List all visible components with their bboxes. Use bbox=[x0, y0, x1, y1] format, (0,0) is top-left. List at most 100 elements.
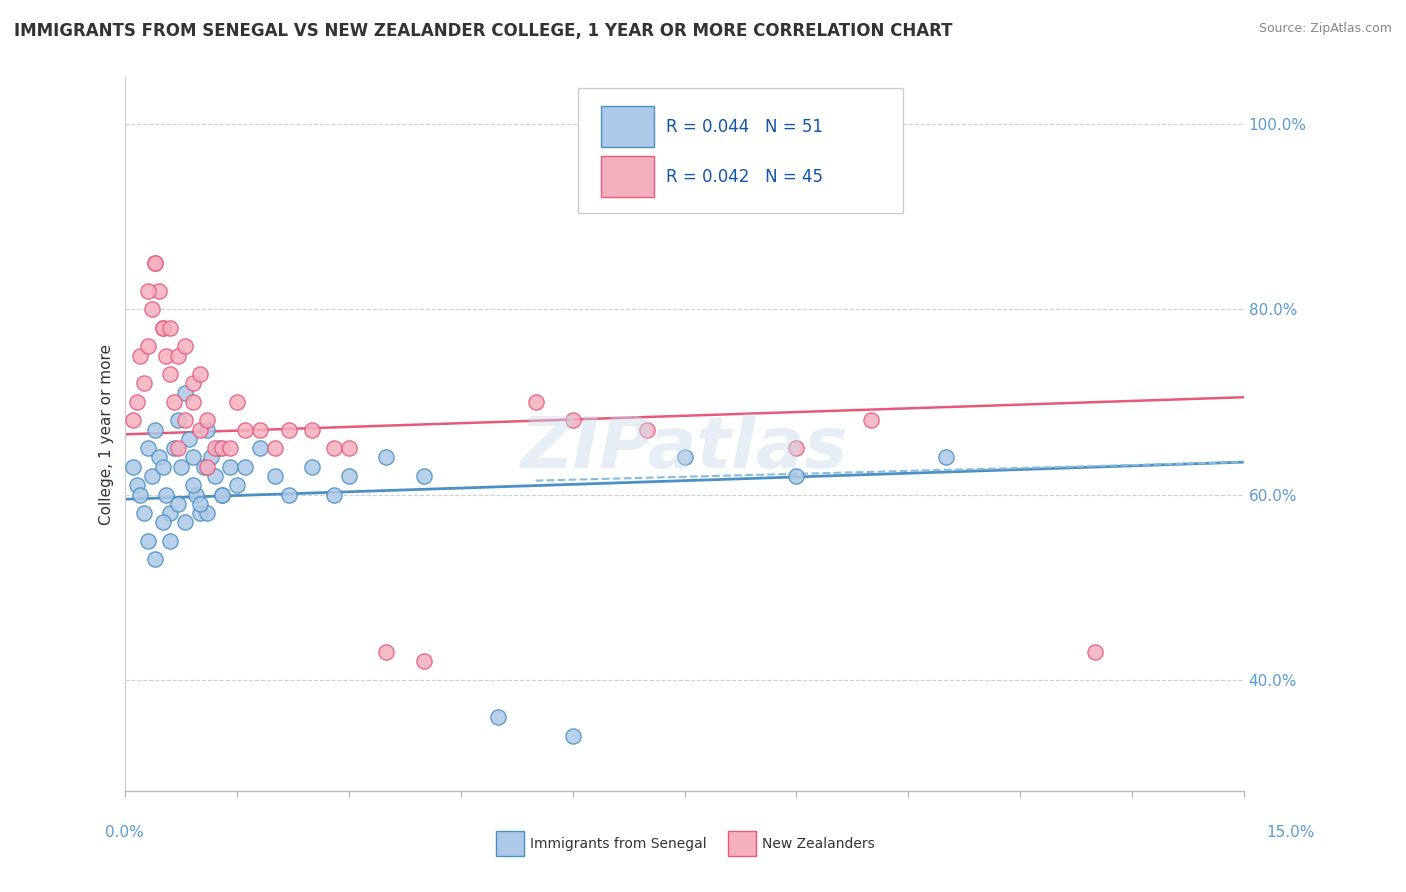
Text: 15.0%: 15.0% bbox=[1267, 825, 1315, 840]
Point bbox=[211, 487, 233, 501]
Point bbox=[141, 469, 163, 483]
Point bbox=[301, 423, 323, 437]
Point bbox=[170, 459, 193, 474]
Point bbox=[122, 413, 145, 427]
Point bbox=[301, 459, 323, 474]
Point bbox=[132, 506, 155, 520]
Point bbox=[524, 395, 547, 409]
Point bbox=[278, 487, 301, 501]
Point bbox=[148, 450, 170, 465]
Point bbox=[186, 487, 208, 501]
Point bbox=[1084, 645, 1107, 659]
Point bbox=[785, 441, 807, 455]
Point bbox=[122, 459, 145, 474]
Point bbox=[136, 339, 159, 353]
Point bbox=[561, 729, 583, 743]
Point bbox=[136, 441, 159, 455]
Point bbox=[129, 349, 152, 363]
Point bbox=[673, 450, 696, 465]
Text: R = 0.042   N = 45: R = 0.042 N = 45 bbox=[665, 168, 823, 186]
Point bbox=[125, 478, 148, 492]
Point bbox=[226, 478, 249, 492]
Point bbox=[218, 441, 240, 455]
Point bbox=[143, 256, 166, 270]
Point bbox=[226, 395, 249, 409]
Point bbox=[486, 710, 509, 724]
Point bbox=[233, 423, 256, 437]
Point bbox=[935, 450, 957, 465]
Point bbox=[129, 487, 152, 501]
Point bbox=[181, 376, 204, 391]
Point bbox=[211, 487, 233, 501]
Point bbox=[181, 450, 204, 465]
Point bbox=[155, 349, 177, 363]
Point bbox=[166, 349, 188, 363]
Point bbox=[204, 469, 226, 483]
Point bbox=[249, 423, 271, 437]
Point bbox=[188, 423, 211, 437]
Text: ZIPatlas: ZIPatlas bbox=[522, 414, 848, 483]
Point bbox=[174, 516, 197, 530]
Point bbox=[159, 506, 181, 520]
Point bbox=[785, 469, 807, 483]
Point bbox=[136, 533, 159, 548]
Point bbox=[143, 423, 166, 437]
Point bbox=[412, 469, 434, 483]
Point bbox=[136, 284, 159, 298]
Point bbox=[155, 487, 177, 501]
Point bbox=[193, 459, 215, 474]
Text: IMMIGRANTS FROM SENEGAL VS NEW ZEALANDER COLLEGE, 1 YEAR OR MORE CORRELATION CHA: IMMIGRANTS FROM SENEGAL VS NEW ZEALANDER… bbox=[14, 22, 952, 40]
Text: R = 0.044   N = 51: R = 0.044 N = 51 bbox=[665, 118, 823, 136]
Text: New Zealanders: New Zealanders bbox=[762, 837, 875, 851]
Text: 0.0%: 0.0% bbox=[105, 825, 145, 840]
Point bbox=[166, 497, 188, 511]
Y-axis label: College, 1 year or more: College, 1 year or more bbox=[100, 343, 114, 524]
Point bbox=[181, 395, 204, 409]
Point bbox=[197, 459, 219, 474]
Point bbox=[188, 367, 211, 381]
Point bbox=[152, 320, 174, 334]
Point bbox=[177, 432, 200, 446]
Point bbox=[337, 469, 360, 483]
Point bbox=[208, 441, 231, 455]
Point bbox=[412, 654, 434, 668]
Point bbox=[197, 413, 219, 427]
Point bbox=[188, 506, 211, 520]
Text: Source: ZipAtlas.com: Source: ZipAtlas.com bbox=[1258, 22, 1392, 36]
Point bbox=[263, 469, 285, 483]
Point bbox=[375, 645, 398, 659]
Point bbox=[152, 320, 174, 334]
Point bbox=[132, 376, 155, 391]
Point bbox=[188, 497, 211, 511]
Point bbox=[143, 552, 166, 566]
Point bbox=[125, 395, 148, 409]
FancyBboxPatch shape bbox=[600, 156, 654, 197]
Point bbox=[197, 506, 219, 520]
Point bbox=[204, 441, 226, 455]
Point bbox=[174, 413, 197, 427]
Point bbox=[636, 423, 658, 437]
Point bbox=[163, 441, 186, 455]
Point bbox=[143, 256, 166, 270]
Point bbox=[174, 385, 197, 400]
FancyBboxPatch shape bbox=[578, 88, 903, 213]
Point bbox=[166, 441, 188, 455]
FancyBboxPatch shape bbox=[600, 106, 654, 147]
Point bbox=[211, 441, 233, 455]
Point bbox=[218, 459, 240, 474]
Point bbox=[197, 423, 219, 437]
Point bbox=[159, 367, 181, 381]
Point bbox=[152, 459, 174, 474]
Point bbox=[323, 487, 346, 501]
Point bbox=[163, 395, 186, 409]
Point bbox=[249, 441, 271, 455]
Point bbox=[181, 478, 204, 492]
Point bbox=[859, 413, 882, 427]
Text: Immigrants from Senegal: Immigrants from Senegal bbox=[530, 837, 707, 851]
Point bbox=[278, 423, 301, 437]
Point bbox=[233, 459, 256, 474]
Point bbox=[337, 441, 360, 455]
Point bbox=[141, 302, 163, 317]
Point bbox=[200, 450, 222, 465]
Point bbox=[375, 450, 398, 465]
